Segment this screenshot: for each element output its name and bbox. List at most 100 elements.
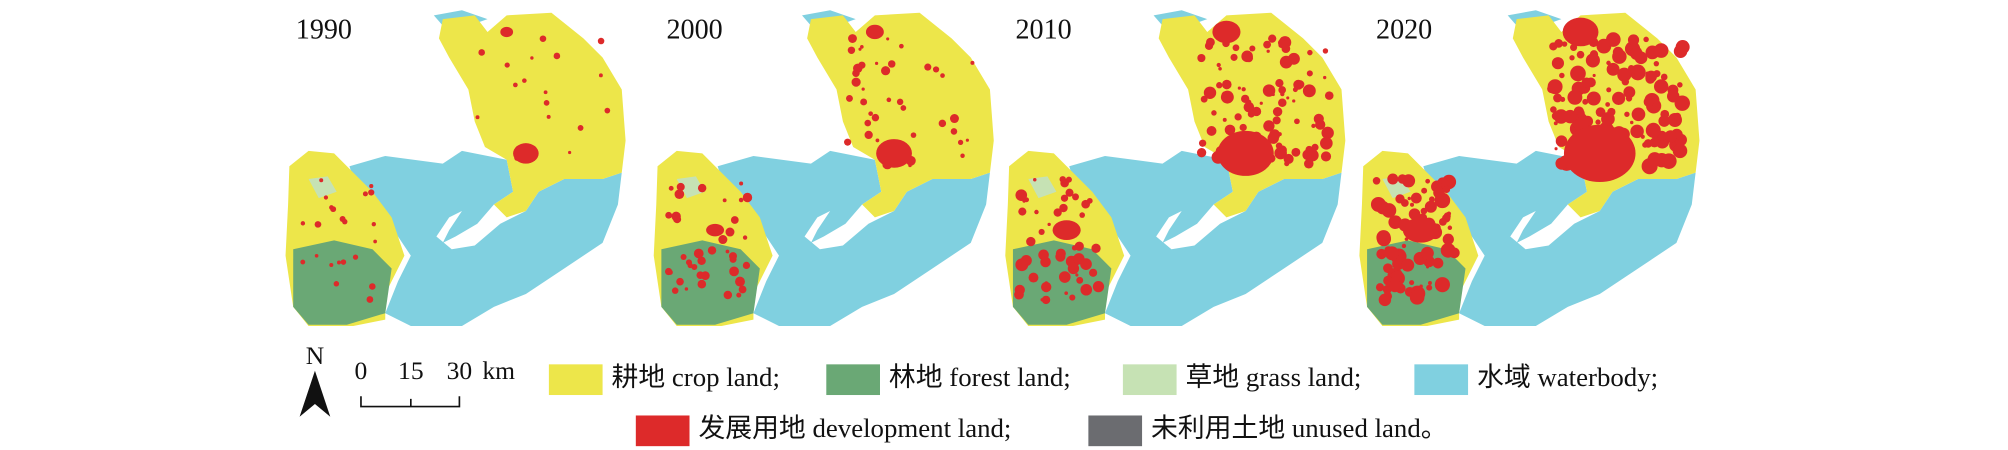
development-patch <box>1249 45 1256 52</box>
development-patch <box>1631 72 1635 76</box>
development-patch <box>697 183 707 193</box>
legend-swatch <box>635 415 690 447</box>
development-patch <box>1551 111 1561 121</box>
development-patch <box>680 254 687 261</box>
development-patch <box>1677 82 1683 88</box>
legend-label: 林地 forest land; <box>889 362 1071 392</box>
development-patch <box>1237 86 1241 90</box>
development-patch <box>1595 119 1601 125</box>
development-patch <box>1222 117 1227 122</box>
legend-label: 发展用地 development land; <box>698 413 1011 443</box>
development-patch <box>1311 143 1319 151</box>
development-patch <box>1241 50 1253 63</box>
development-patch <box>1292 99 1296 103</box>
development-patch <box>1559 72 1565 79</box>
development-patch <box>1653 43 1669 58</box>
scale-tick: 15 <box>398 356 424 385</box>
development-patch <box>899 43 904 49</box>
development-patch <box>1216 82 1223 89</box>
development-patch <box>860 98 868 106</box>
development-patch <box>1576 50 1585 59</box>
development-patch <box>1606 32 1621 47</box>
legend-swatch <box>1414 364 1469 396</box>
development-patch <box>1200 95 1208 103</box>
development-patch <box>336 260 341 265</box>
development-patch <box>1283 153 1294 164</box>
legend: 耕地 crop land; 林地 forest land; 草地 grass lan… <box>548 362 1658 447</box>
development-patch <box>742 235 748 240</box>
development-patch <box>352 254 359 260</box>
development-patch <box>577 125 584 131</box>
development-patch <box>730 216 739 224</box>
development-patch <box>1092 281 1105 293</box>
development-patch <box>1266 49 1270 53</box>
development-patch <box>1275 142 1283 150</box>
development-patch <box>362 191 368 197</box>
development-patch <box>722 198 727 203</box>
development-patch <box>1664 130 1677 143</box>
development-patch <box>1224 124 1236 136</box>
development-patch <box>729 252 737 261</box>
development-patch <box>673 215 682 224</box>
development-patch <box>1378 293 1392 307</box>
urban-core <box>1212 20 1241 44</box>
development-patch <box>1076 276 1084 284</box>
development-patch <box>1064 291 1069 295</box>
development-patch <box>329 205 334 210</box>
development-patch <box>1033 178 1037 182</box>
development-patch <box>1259 101 1263 105</box>
development-patch <box>1388 279 1402 293</box>
development-patch <box>742 261 751 270</box>
development-patch <box>1018 207 1027 216</box>
development-patch <box>1251 106 1262 117</box>
development-patch <box>1279 55 1293 69</box>
development-patch <box>1586 91 1601 106</box>
development-patch <box>738 197 744 203</box>
development-patch <box>1612 49 1627 64</box>
development-patch <box>1277 132 1282 137</box>
development-patch <box>910 132 917 138</box>
development-patch <box>1554 147 1558 151</box>
development-patch <box>738 285 747 294</box>
development-patch <box>1038 228 1045 236</box>
urban-core <box>876 139 912 168</box>
development-patch <box>1601 112 1615 126</box>
development-patch <box>1243 101 1255 113</box>
development-patch <box>1428 196 1435 203</box>
development-patch <box>1606 46 1610 50</box>
development-patch <box>530 56 534 60</box>
development-patch <box>1401 243 1407 249</box>
development-patch <box>735 276 745 287</box>
development-patch <box>1302 84 1316 98</box>
development-patch <box>1058 271 1071 283</box>
development-patch <box>924 63 932 71</box>
development-patch <box>1268 34 1277 43</box>
development-patch <box>1026 236 1036 247</box>
development-patch <box>1446 211 1452 216</box>
development-patch <box>1630 124 1644 139</box>
north-arrow: N <box>299 341 331 417</box>
development-patch <box>1647 152 1662 167</box>
development-patch <box>333 281 340 287</box>
development-patch <box>1672 143 1688 159</box>
development-patch <box>1230 53 1238 61</box>
development-patch <box>1281 150 1287 156</box>
development-patch <box>697 256 706 266</box>
development-patch <box>1437 182 1443 188</box>
development-patch <box>1320 136 1333 150</box>
development-patch <box>1020 254 1032 267</box>
development-patch <box>848 34 857 43</box>
development-patch <box>1407 196 1411 201</box>
development-patch <box>1278 86 1286 94</box>
development-patch <box>1433 187 1445 199</box>
development-patch <box>1272 116 1281 125</box>
development-patch <box>1324 91 1334 100</box>
development-patch <box>1074 241 1084 251</box>
development-patch <box>1311 123 1316 128</box>
development-patch <box>1321 126 1334 140</box>
development-patch <box>1426 284 1433 291</box>
development-patch <box>881 66 891 76</box>
development-patch <box>1549 42 1558 51</box>
development-patch <box>742 192 753 203</box>
